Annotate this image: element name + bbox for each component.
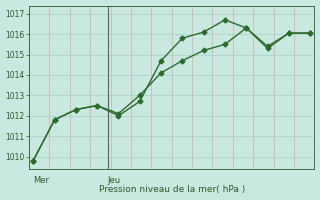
Text: Jeu: Jeu	[108, 176, 121, 185]
Text: Mer: Mer	[33, 176, 49, 185]
X-axis label: Pression niveau de la mer( hPa ): Pression niveau de la mer( hPa )	[99, 185, 245, 194]
